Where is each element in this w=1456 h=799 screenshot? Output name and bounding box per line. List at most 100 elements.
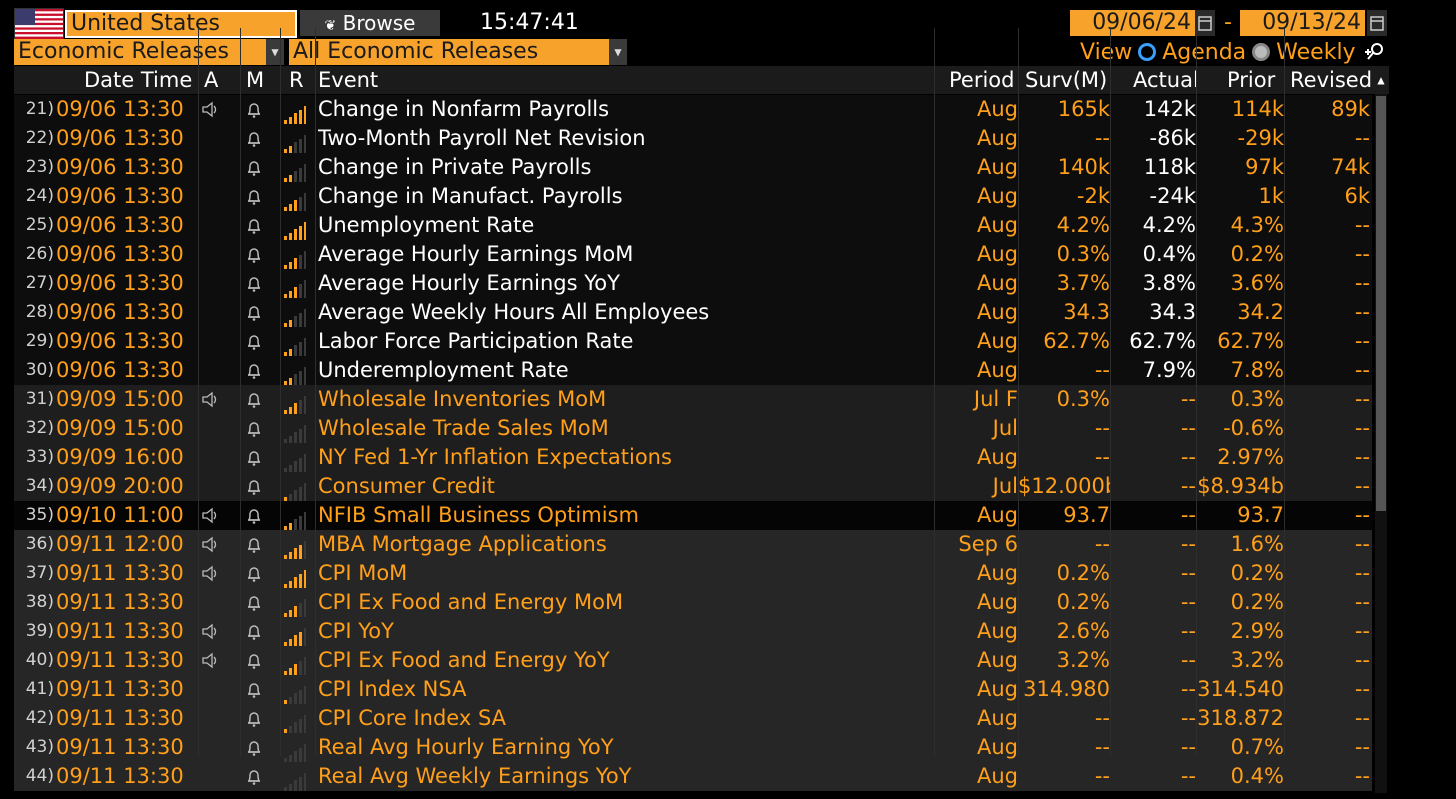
row-event[interactable]: Change in Private Payrolls (318, 155, 592, 179)
table-row[interactable]: 43) 09/11 13:30 Real Avg Hourly Earning Yo… (14, 733, 1372, 762)
bell-icon[interactable] (244, 153, 266, 190)
row-event[interactable]: CPI Core Index SA (318, 706, 507, 730)
bell-icon[interactable] (244, 95, 266, 132)
row-event[interactable]: CPI Index NSA (318, 677, 467, 701)
table-row[interactable]: 35) 09/10 11:00 NFIB Small Business Optimi… (14, 501, 1372, 530)
table-row[interactable]: 21) 09/06 13:30 Change in Nonfarm Payrolls… (14, 95, 1372, 124)
col-survey[interactable]: Surv(M) (1025, 68, 1108, 92)
row-event[interactable]: CPI YoY (318, 619, 394, 643)
country-field[interactable]: United States (65, 10, 297, 38)
row-event[interactable]: NY Fed 1-Yr Inflation Expectations (318, 445, 672, 469)
col-actual[interactable]: Actual (1133, 68, 1199, 92)
bell-icon[interactable] (244, 646, 266, 683)
bell-icon[interactable] (244, 704, 266, 741)
radio-agenda[interactable] (1138, 43, 1157, 61)
view-weekly-label[interactable]: Weekly (1276, 39, 1356, 65)
table-row[interactable]: 26) 09/06 13:30 Average Hourly Earnings Mo… (14, 240, 1372, 269)
bell-icon[interactable] (244, 617, 266, 654)
speaker-icon[interactable] (200, 530, 222, 567)
speaker-icon[interactable] (200, 559, 222, 596)
speaker-icon[interactable] (200, 646, 222, 683)
row-event[interactable]: Change in Nonfarm Payrolls (318, 97, 610, 121)
table-row[interactable]: 37) 09/11 13:30 CPI MoM Aug 0.2% -- 0.2% -- (14, 559, 1372, 588)
row-event[interactable]: Labor Force Participation Rate (318, 329, 634, 353)
table-row[interactable]: 42) 09/11 13:30 CPI Core Index SA Aug -- -- 31… (14, 704, 1372, 733)
date-from-field[interactable]: 09/06/24 (1070, 10, 1195, 36)
calendar-icon[interactable] (1195, 10, 1215, 36)
table-row[interactable]: 27) 09/06 13:30 Average Hourly Earnings Yo… (14, 269, 1372, 298)
table-row[interactable]: 34) 09/09 20:00 Consumer Credit Jul $12.000b… (14, 472, 1372, 501)
table-row[interactable]: 24) 09/06 13:30 Change in Manufact. Payrol… (14, 182, 1372, 211)
col-event[interactable]: Event (318, 68, 379, 92)
table-row[interactable]: 41) 09/11 13:30 CPI Index NSA Aug 314.980 -- 3… (14, 675, 1372, 704)
col-prior[interactable]: Prior (1227, 68, 1276, 92)
bell-icon[interactable] (244, 675, 266, 712)
table-row[interactable]: 33) 09/09 16:00 NY Fed 1-Yr Inflation Expe… (14, 443, 1372, 472)
table-row[interactable]: 36) 09/11 12:00 MBA Mortgage Applications S… (14, 530, 1372, 559)
scroll-up-icon[interactable]: ▲ (1377, 73, 1385, 87)
speaker-icon[interactable] (200, 501, 222, 538)
col-relevance[interactable]: R (289, 68, 304, 92)
table-row[interactable]: 28) 09/06 13:30 Average Weekly Hours All E… (14, 298, 1372, 327)
speaker-icon[interactable] (200, 617, 222, 654)
bell-icon[interactable] (244, 298, 266, 335)
row-event[interactable]: Change in Manufact. Payrolls (318, 184, 623, 208)
bell-icon[interactable] (244, 269, 266, 306)
col-period[interactable]: Period (949, 68, 1015, 92)
row-event[interactable]: Consumer Credit (318, 474, 495, 498)
table-row[interactable]: 29) 09/06 13:30 Labor Force Participation … (14, 327, 1372, 356)
row-event[interactable]: Wholesale Trade Sales MoM (318, 416, 609, 440)
row-event[interactable]: Average Hourly Earnings YoY (318, 271, 620, 295)
bell-icon[interactable] (244, 211, 266, 248)
bell-icon[interactable] (244, 443, 266, 480)
bell-icon[interactable] (244, 559, 266, 596)
table-row[interactable]: 23) 09/06 13:30 Change in Private Payrolls… (14, 153, 1372, 182)
bell-icon[interactable] (244, 356, 266, 393)
speaker-icon[interactable] (200, 385, 222, 422)
col-monitor[interactable]: M (246, 68, 265, 92)
row-event[interactable]: Two-Month Payroll Net Revision (318, 126, 646, 150)
radio-weekly[interactable] (1252, 43, 1271, 61)
table-row[interactable]: 32) 09/09 15:00 Wholesale Trade Sales MoM J… (14, 414, 1372, 443)
zoom-icon[interactable] (1362, 40, 1388, 64)
bell-icon[interactable] (244, 472, 266, 509)
row-event[interactable]: CPI Ex Food and Energy MoM (318, 590, 624, 614)
bell-icon[interactable] (244, 530, 266, 567)
table-row[interactable]: 22) 09/06 13:30 Two-Month Payroll Net Revi… (14, 124, 1372, 153)
table-row[interactable]: 30) 09/06 13:30 Underemployment Rate Aug -- 7… (14, 356, 1372, 385)
table-row[interactable]: 31) 09/09 15:00 Wholesale Inventories MoM J… (14, 385, 1372, 414)
source-select[interactable]: Economic Releases (14, 39, 266, 65)
row-event[interactable]: Real Avg Hourly Earning YoY (318, 735, 614, 759)
bell-icon[interactable] (244, 182, 266, 219)
col-alert[interactable]: A (204, 68, 219, 92)
row-event[interactable]: MBA Mortgage Applications (318, 532, 607, 556)
chevron-down-icon[interactable]: ▼ (266, 39, 284, 65)
speaker-icon[interactable] (200, 95, 222, 132)
table-row[interactable]: 25) 09/06 13:30 Unemployment Rate Aug 4.2% 4.… (14, 211, 1372, 240)
row-event[interactable]: Wholesale Inventories MoM (318, 387, 607, 411)
date-to-field[interactable]: 09/13/24 (1240, 10, 1365, 36)
bell-icon[interactable] (244, 414, 266, 451)
row-event[interactable]: Underemployment Rate (318, 358, 569, 382)
chevron-down-icon[interactable]: ▼ (609, 39, 627, 65)
bell-icon[interactable] (244, 385, 266, 422)
view-agenda-label[interactable]: Agenda (1162, 39, 1247, 65)
bell-icon[interactable] (244, 327, 266, 364)
row-event[interactable]: Unemployment Rate (318, 213, 535, 237)
bell-icon[interactable] (244, 501, 266, 538)
bell-icon[interactable] (244, 124, 266, 161)
calendar-icon[interactable] (1367, 10, 1387, 36)
row-event[interactable]: Average Weekly Hours All Employees (318, 300, 710, 324)
table-row[interactable]: 39) 09/11 13:30 CPI YoY Aug 2.6% -- 2.9% -- (14, 617, 1372, 646)
row-event[interactable]: CPI Ex Food and Energy YoY (318, 648, 610, 672)
table-row[interactable]: 40) 09/11 13:30 CPI Ex Food and Energy YoY… (14, 646, 1372, 675)
col-datetime[interactable]: Date Time (84, 68, 193, 92)
row-event[interactable]: Real Avg Weekly Earnings YoY (318, 764, 632, 788)
table-row[interactable]: 44) 09/11 13:30 Real Avg Weekly Earnings Y… (14, 762, 1372, 791)
browse-button[interactable]: ❦ Browse (300, 10, 440, 36)
row-event[interactable]: Average Hourly Earnings MoM (318, 242, 634, 266)
bell-icon[interactable] (244, 733, 266, 770)
scrollbar-thumb[interactable] (1376, 96, 1386, 511)
table-row[interactable]: 38) 09/11 13:30 CPI Ex Food and Energy MoM… (14, 588, 1372, 617)
col-revised[interactable]: Revised (1290, 68, 1373, 92)
